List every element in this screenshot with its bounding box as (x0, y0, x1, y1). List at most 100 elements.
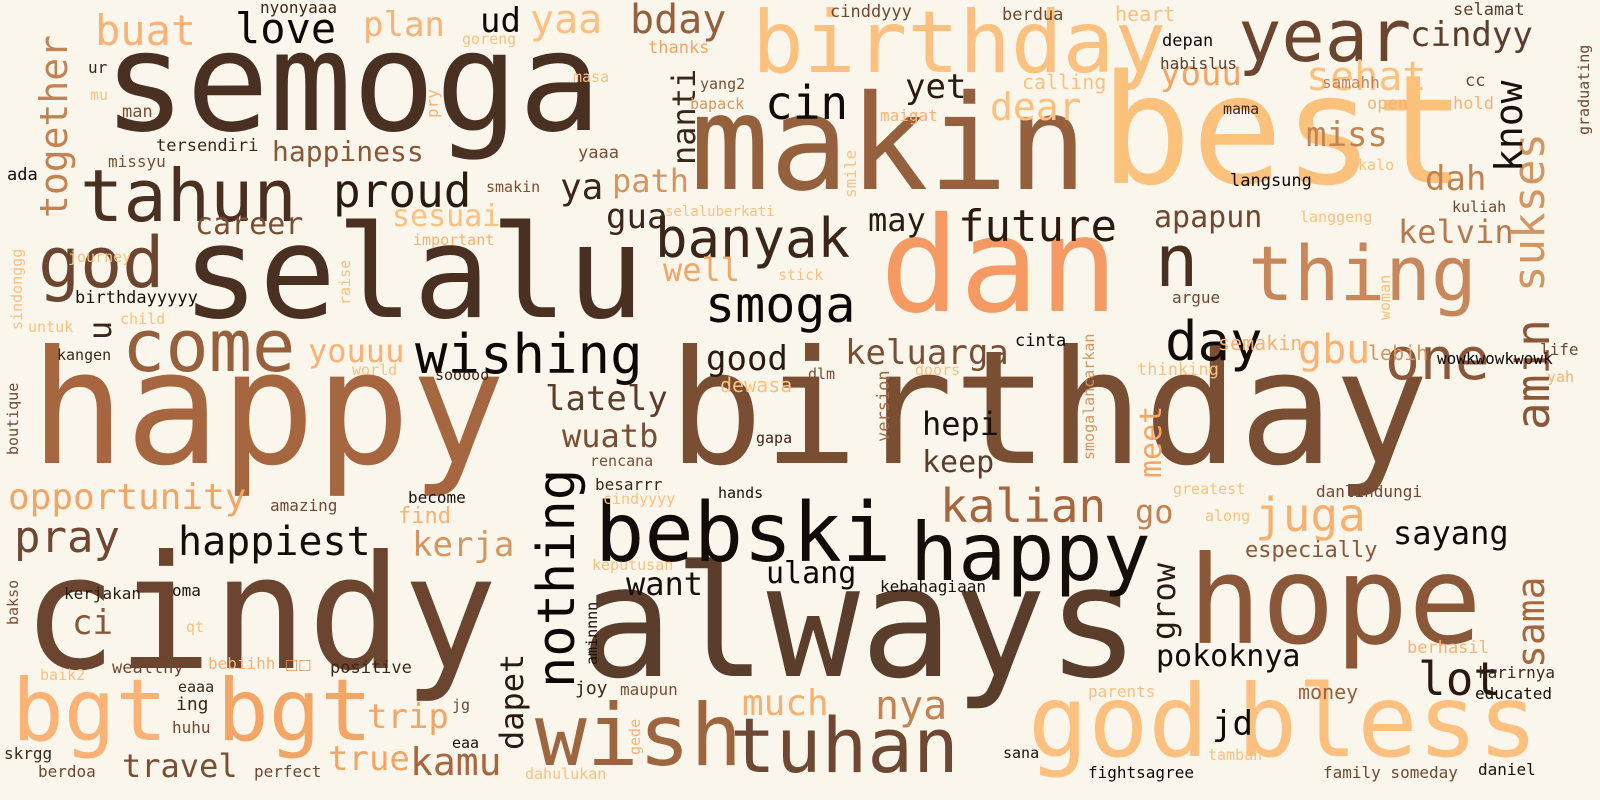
word-happy: happy (30, 317, 506, 501)
word-hands: hands (718, 484, 764, 502)
word-sehat: sehat (1306, 54, 1427, 100)
word-eaa: eaa (452, 734, 480, 752)
word-qt: qt (186, 618, 205, 636)
word-year: year (1238, 0, 1412, 78)
word-dan: dan (880, 189, 1119, 343)
word-dewasa: dewasa (720, 373, 793, 397)
word-bgt-1: bgt (12, 661, 168, 761)
word-wowkwowkwowk: wowkwowkwowk (1437, 349, 1553, 368)
word-danlindungi: danlindungi (1316, 482, 1422, 501)
word-eaaa: eaaa (178, 678, 215, 696)
word-smile: smile (841, 149, 860, 198)
word-doors: doors (915, 361, 961, 379)
word-jd: jd (1212, 704, 1253, 744)
word-ing: ing (176, 694, 209, 715)
word-gede: gede (626, 718, 644, 755)
word-pray: pray (14, 512, 120, 563)
word-tersendiri: tersendiri (156, 136, 259, 156)
word-birthday-top: birthday (752, 0, 1167, 93)
word-proud: proud (333, 164, 472, 218)
word-selalu: selalu (182, 199, 645, 348)
word-kelvin: kelvin (1398, 213, 1514, 251)
word-happy-small: happy (910, 506, 1151, 599)
word-positive: positive (330, 658, 412, 678)
word-lot: lot (1418, 652, 1502, 706)
word-mu: mu (90, 86, 109, 104)
word-raise: raise (336, 259, 354, 305)
word-tambah: tambah (1208, 746, 1263, 764)
word-thinking: thinking (1137, 360, 1219, 380)
word-kerjakan: kerjakan (64, 584, 142, 603)
word-kalo: kalo (1358, 156, 1395, 174)
word-much: much (742, 683, 829, 724)
word-kuliah: kuliah (1452, 198, 1507, 216)
word-cindy: cindy (22, 522, 498, 706)
word-berdua: berdua (1002, 5, 1064, 25)
word-oma: oma (172, 581, 201, 600)
word-pokoknya: pokoknya (1156, 639, 1301, 674)
word-depan: depan (1162, 31, 1214, 51)
word-hold: hold (1453, 94, 1494, 114)
word-selaluberkati: selaluberkati (665, 204, 775, 220)
word-family-someday: family someday (1323, 763, 1458, 782)
word-langgeng: langgeng (1300, 208, 1373, 226)
word-pry: pry (423, 89, 442, 118)
word-version: version (874, 370, 894, 442)
word-greatest: greatest (1173, 480, 1246, 498)
word-come: come (122, 304, 296, 388)
word-buat: buat (95, 6, 197, 55)
word-opportunity: opportunity (8, 477, 247, 518)
word-one: one (1385, 325, 1490, 393)
word-trip: trip (367, 697, 449, 737)
word-cinta: cinta (1015, 331, 1067, 351)
word-happiest: happiest (178, 519, 371, 565)
word-sayang: sayang (1393, 514, 1509, 552)
word-love: love (235, 4, 337, 53)
word-money: money (1298, 680, 1359, 704)
word-plan: plan (363, 5, 445, 45)
word-sooooo: sooooo (435, 366, 490, 384)
word-journey: journey (68, 248, 132, 266)
word-kerja: kerja (412, 525, 515, 565)
word-birthday: birthday (668, 317, 1429, 501)
word-woman: woman (1376, 274, 1394, 320)
word-makin: makin (690, 67, 1088, 221)
word-boutique: boutique (4, 382, 22, 455)
word-well: well (663, 251, 741, 289)
word-nyonyaaa: nyonyaaa (260, 0, 338, 17)
word-sesuai: sesuai (392, 199, 501, 234)
word-youuu: youuu (308, 332, 405, 370)
word-miss: miss (1306, 115, 1388, 155)
word-banyak: banyak (655, 207, 851, 270)
word-ulang: ulang (766, 556, 857, 591)
word-kalian: kalian (940, 479, 1107, 533)
word-tuhan: tuhan (730, 701, 959, 790)
word-cinddyyy: cinddyyy (830, 2, 912, 22)
word-nothing[interactable]: nothing (527, 468, 587, 688)
word-bgt-2: bgt (217, 661, 373, 761)
word-meet: meet (1134, 405, 1169, 478)
word-stick: stick (778, 266, 824, 284)
word-youu: youu (1160, 54, 1242, 94)
word-educated: educated (1475, 684, 1553, 703)
word-huhu: huhu (172, 718, 211, 737)
word-masa: masa (573, 68, 610, 86)
word-hepi: hepi (922, 405, 1000, 443)
word-wish: wish (535, 686, 743, 786)
word-bday: bday (630, 0, 727, 43)
word-sana: sana (1003, 744, 1040, 762)
word-n: n (1155, 219, 1199, 303)
word-amazing: amazing (270, 496, 338, 515)
word-sama: sama (1509, 576, 1553, 668)
word-open: open (1367, 94, 1408, 114)
word-yang2: yang2 (700, 75, 746, 93)
word-perfect: perfect (254, 762, 322, 781)
word-smakin: smakin (486, 178, 541, 196)
word-cindyyyy: cindyyyy (603, 490, 676, 508)
word-bebski: bebski (595, 486, 892, 581)
word-dear: dear (990, 85, 1082, 129)
word-dlm: dlm (808, 365, 836, 383)
word-dah: dah (1425, 159, 1487, 199)
word-know: know (1487, 80, 1531, 172)
